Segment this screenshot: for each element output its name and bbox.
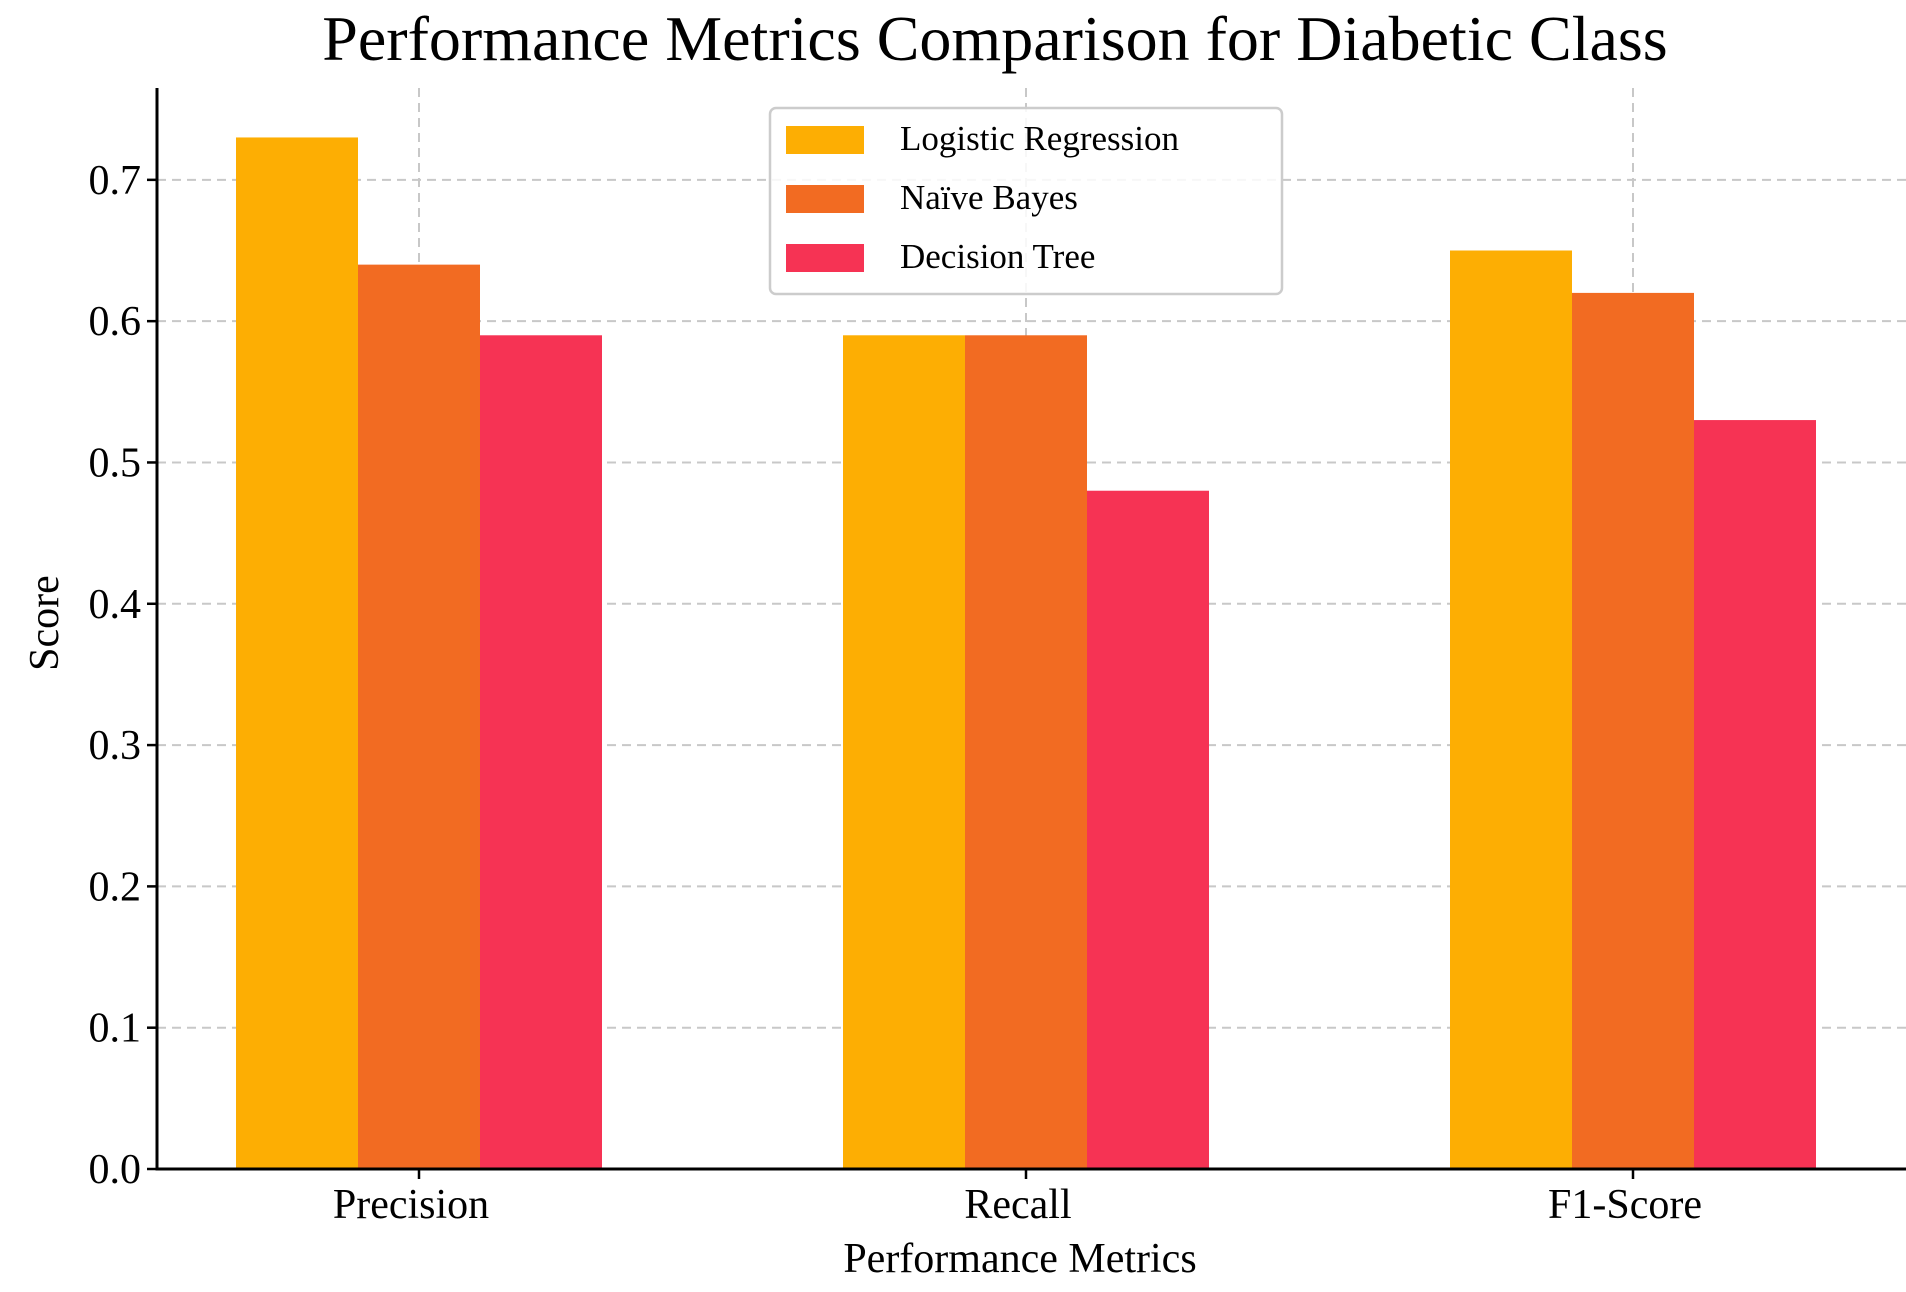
y-axis-label: Score bbox=[22, 575, 68, 671]
legend: Logistic Regression Naïve Bayes Decision T… bbox=[768, 106, 1284, 296]
chart-title: Performance Metrics Comparison for Diabe… bbox=[322, 3, 1667, 74]
bar bbox=[1572, 292, 1694, 1170]
y-tick-label: 0.1 bbox=[89, 1006, 142, 1052]
bar bbox=[843, 335, 965, 1169]
y-tick-label: 0.5 bbox=[89, 440, 142, 486]
y-tick-label: 0.0 bbox=[89, 1147, 142, 1193]
x-tick-label: F1-Score bbox=[1548, 1182, 1702, 1228]
legend-label: Logistic Regression bbox=[900, 119, 1179, 158]
y-tick-label: 0.7 bbox=[89, 158, 142, 204]
legend-box bbox=[768, 106, 1284, 296]
y-tick-label: 0.6 bbox=[89, 299, 142, 345]
y-tick-label: 0.4 bbox=[89, 582, 142, 628]
y-tick-label: 0.3 bbox=[89, 723, 142, 769]
legend-label: Decision Tree bbox=[900, 237, 1095, 276]
bar bbox=[1087, 490, 1209, 1170]
legend-swatch bbox=[786, 185, 864, 213]
bar bbox=[236, 137, 358, 1169]
y-ticks: 0.0 0.1 0.2 0.3 0.4 0.5 0.6 0.7 bbox=[89, 158, 157, 1193]
legend-swatch bbox=[786, 126, 864, 154]
legend-label: Naïve Bayes bbox=[900, 178, 1078, 217]
y-tick-label: 0.2 bbox=[89, 864, 142, 910]
bar bbox=[1450, 250, 1572, 1169]
bar bbox=[965, 335, 1087, 1169]
bars bbox=[236, 137, 1816, 1170]
x-ticks: Precision Recall F1-Score bbox=[333, 1169, 1702, 1228]
legend-swatch bbox=[786, 244, 864, 272]
x-tick-label: Precision bbox=[333, 1182, 489, 1228]
x-axis-label: Performance Metrics bbox=[843, 1236, 1196, 1282]
bar bbox=[1694, 420, 1816, 1169]
x-tick-label: Recall bbox=[964, 1182, 1071, 1228]
bar bbox=[480, 335, 602, 1169]
bar bbox=[358, 264, 480, 1169]
